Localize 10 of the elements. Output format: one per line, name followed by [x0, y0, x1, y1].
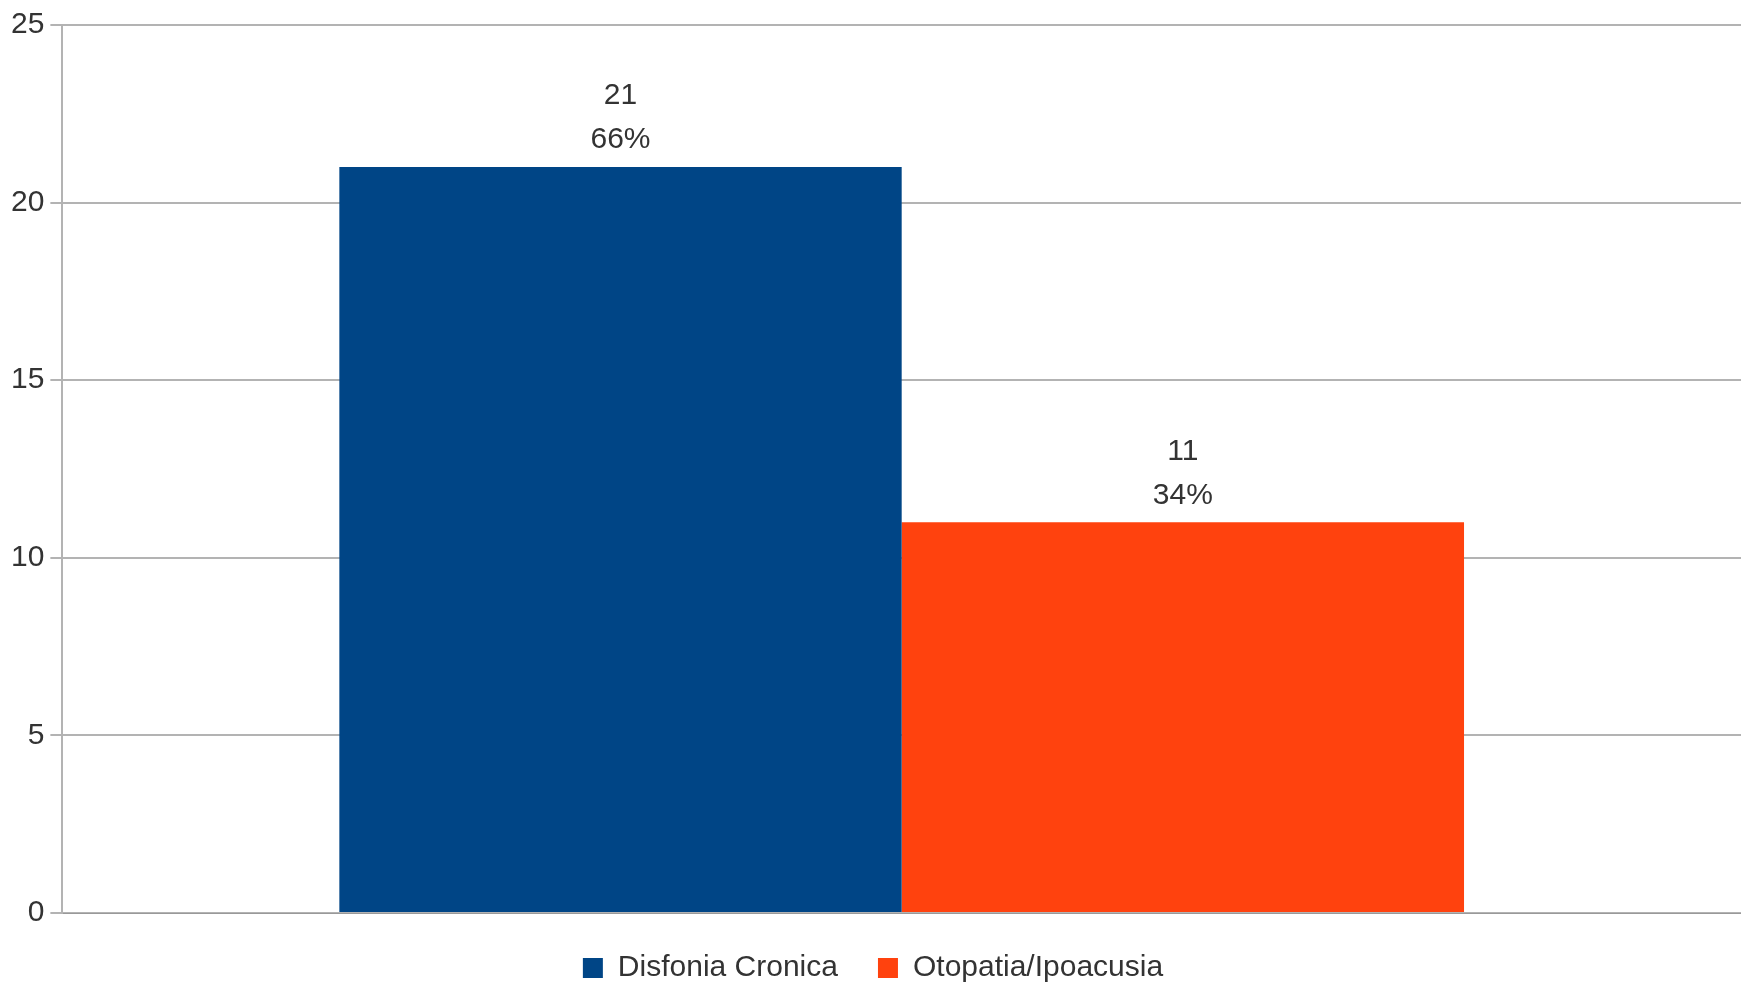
y-tick-label: 20: [10, 183, 45, 217]
y-tick-label: 15: [10, 361, 45, 395]
y-tick-label: 10: [10, 539, 45, 573]
y-tick-label: 0: [27, 894, 45, 928]
y-tick-label: 25: [10, 6, 45, 40]
data-label: 21 66%: [590, 77, 651, 155]
data-label: 11 34%: [1152, 432, 1213, 510]
y-tick-label: 5: [27, 716, 45, 750]
legend-label: Otopatia/Ipoacusia: [912, 949, 1164, 983]
legend-label: Disfonia Cronica: [617, 949, 839, 983]
